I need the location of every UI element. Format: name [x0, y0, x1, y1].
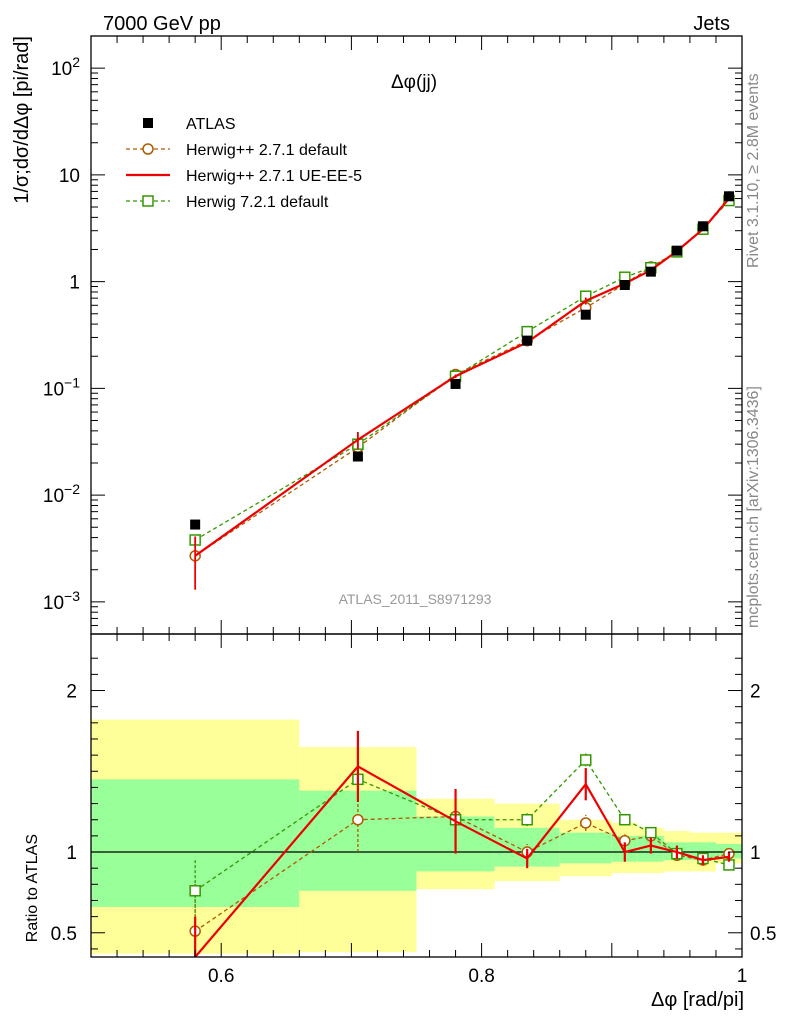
- series-line-1: [194, 196, 730, 557]
- x-tick-label: 1: [737, 966, 748, 987]
- series-line-2: [194, 197, 730, 557]
- ratio-uncertainty-bands: [91, 719, 742, 954]
- data-point: [580, 309, 591, 320]
- y-tick-label: 10−2: [43, 481, 80, 507]
- legend-label: Herwig++ 2.7.1 default: [186, 142, 348, 159]
- header-left-label: 7000 GeV pp: [103, 13, 221, 35]
- ratio-y-axis-label: Ratio to ATLAS: [24, 834, 41, 942]
- rivet-version-label: Rivet 3.1.10, ≥ 2.8M events: [745, 73, 762, 268]
- ratio-frame: [90, 633, 743, 958]
- main-y-axis-label: 1/σ;dσ/dΔφ [pi/rad]: [11, 36, 33, 204]
- main-series: [189, 191, 735, 590]
- band-green: [689, 842, 716, 861]
- data-point: [645, 266, 656, 277]
- x-axis-label: Δφ [rad/pi]: [651, 989, 744, 1011]
- x-tick-label: 0.6: [208, 966, 234, 987]
- ratio-y-tick-label: 0.5: [51, 924, 77, 945]
- ratio-line-1: [194, 765, 730, 958]
- mcplots-reference-label: mcplots.cern.ch [arXiv:1306.3436]: [745, 386, 762, 628]
- ratio-y-tick-label: 2: [66, 682, 77, 703]
- data-point: [619, 279, 630, 290]
- legend: ATLAS Herwig++ 2.7.1 default Herwig++ 2.7.…: [126, 116, 362, 211]
- y-tick-label: 10−3: [43, 588, 80, 614]
- series-line-3: [194, 200, 730, 541]
- y-tick-label: 10: [59, 166, 80, 187]
- ratio-point: [189, 885, 201, 897]
- ratio-y-tick-label-right: 2: [750, 682, 761, 703]
- ratio-point: [619, 813, 631, 826]
- ratio-y-tick-label-right: 0.5: [750, 924, 776, 945]
- data-point: [671, 245, 682, 256]
- ratio-point: [521, 813, 533, 826]
- ratio-y-tick-label-right: 1: [750, 843, 761, 864]
- legend-marker: [142, 195, 154, 207]
- ratio-y-tick-label: 1: [66, 843, 77, 864]
- y-tick-label: 102: [51, 54, 80, 80]
- data-point: [697, 221, 708, 232]
- data-point: [723, 191, 734, 202]
- ratio-point: [645, 826, 657, 839]
- ratio-point: [580, 817, 592, 829]
- watermark-label: ATLAS_2011_S8971293: [339, 591, 492, 607]
- legend-marker: [143, 118, 153, 128]
- data-point: [450, 378, 461, 389]
- legend-label: Herwig 7.2.1 default: [186, 194, 329, 211]
- ratio-line-0: [194, 815, 730, 932]
- y-tick-label: 10−1: [43, 374, 80, 400]
- ratio-point: [580, 754, 592, 766]
- data-point: [190, 519, 201, 530]
- x-tick-label: 0.8: [468, 966, 494, 987]
- legend-label: ATLAS: [186, 116, 236, 133]
- y-tick-label: 1: [69, 273, 80, 294]
- data-point: [522, 335, 533, 346]
- panel-frames: [90, 35, 743, 958]
- header-right-label: Jets: [693, 13, 730, 35]
- data-point: [352, 451, 363, 462]
- legend-marker: [142, 143, 154, 155]
- band-green: [559, 832, 612, 864]
- main-title: Δφ(jj): [391, 72, 437, 93]
- ratio-point: [352, 813, 364, 826]
- legend-label: Herwig++ 2.7.1 UE-EE-5: [186, 168, 362, 185]
- data-point: [521, 325, 533, 338]
